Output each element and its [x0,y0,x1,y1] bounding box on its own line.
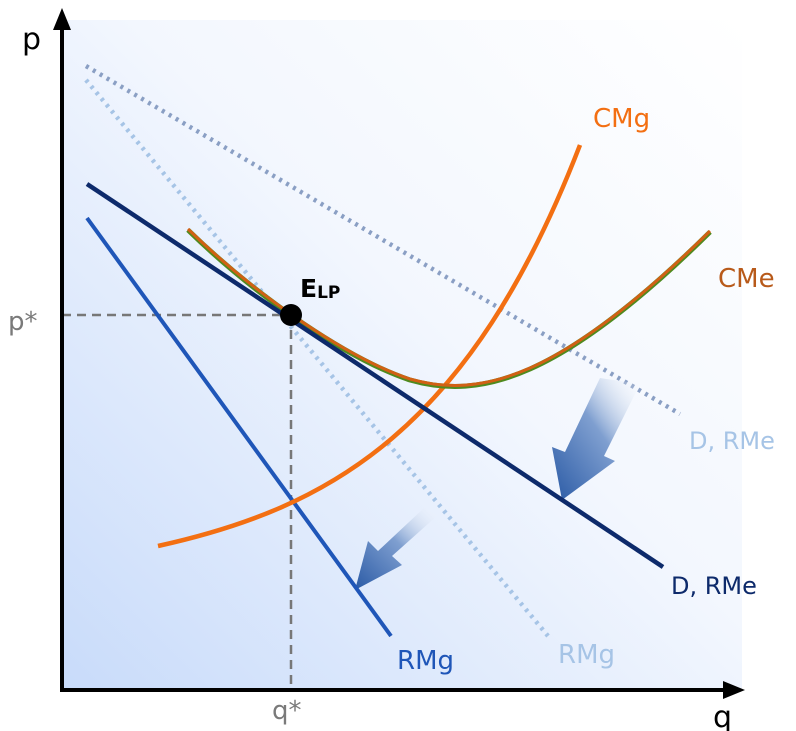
demand-shift-arrow [552,378,640,500]
demand-label: D, RMe [671,572,757,600]
rmg-line [85,216,393,638]
cmg-label: CMg [593,104,650,134]
demand-line [85,182,665,569]
cme-curve [186,227,712,387]
q-star-label: q* [272,696,302,726]
x-axis-arrowhead [723,681,745,699]
old-rmg-label: RMg [558,640,615,670]
equilibrium-label-main: E [300,274,317,303]
x-axis-label: q [713,700,732,731]
y-axis-arrowhead [53,8,71,30]
equilibrium-label-sub: LP [317,283,340,303]
old-demand-label: D, RMe [689,427,775,455]
y-axis-label: p [22,22,41,57]
cmg-curve [157,144,583,549]
old-rmg-line [84,78,550,638]
cme-label: CMe [718,264,775,294]
rmg-shift-arrow [355,508,438,590]
p-star-label: p* [8,307,38,337]
old-demand-line [84,64,682,416]
plot-background [62,20,742,690]
equilibrium-label: ELP [300,274,340,303]
equilibrium-point [280,304,302,326]
rmg-label: RMg [397,646,454,676]
